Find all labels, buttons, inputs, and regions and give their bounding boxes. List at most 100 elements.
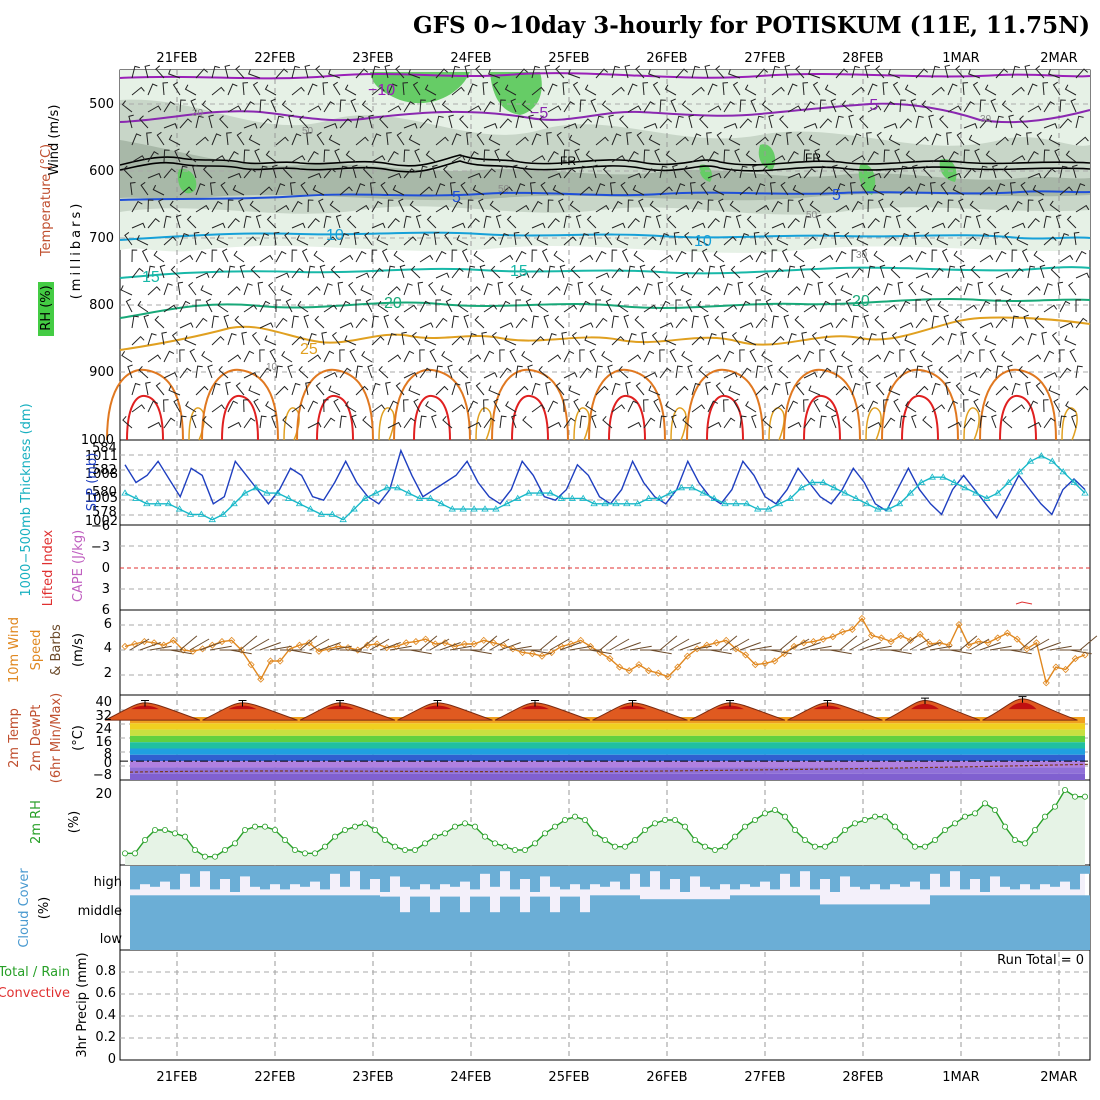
wind-barb bbox=[1021, 248, 1029, 263]
wind10-point bbox=[683, 652, 691, 660]
wind-barb bbox=[737, 281, 744, 296]
wind10-point bbox=[189, 647, 197, 655]
wind-barb bbox=[435, 385, 449, 396]
cloud-bar-middle bbox=[570, 896, 580, 920]
wind-barb bbox=[545, 381, 551, 396]
wind-barb bbox=[1059, 254, 1074, 263]
wind-barb-10m bbox=[789, 638, 810, 651]
ytick-1000: 1000 bbox=[81, 433, 114, 448]
wind-barb bbox=[1011, 315, 1019, 329]
wind-barb bbox=[648, 134, 661, 146]
wind-barb-10m bbox=[569, 645, 592, 651]
wind-barb bbox=[355, 385, 369, 396]
wind-barb bbox=[784, 64, 791, 79]
wind-barb bbox=[723, 101, 735, 113]
rh2m-point bbox=[421, 840, 428, 847]
cloud-bar-low bbox=[290, 920, 300, 950]
wind-barb bbox=[723, 399, 729, 413]
cloud-bar-middle bbox=[290, 895, 300, 920]
cloud-bar-high bbox=[1030, 866, 1040, 890]
cloud-bar-middle bbox=[180, 895, 190, 920]
wind-barb-10m bbox=[599, 635, 618, 651]
wind-barb bbox=[830, 98, 837, 113]
label-15-b: 15 bbox=[510, 263, 528, 280]
wind10-point bbox=[169, 636, 178, 644]
wind10-point bbox=[761, 659, 769, 667]
wind-barb bbox=[371, 86, 385, 96]
wind-barb bbox=[643, 149, 650, 163]
cloud-bar-middle bbox=[380, 896, 390, 920]
wind-barb bbox=[189, 348, 197, 363]
wind-barb bbox=[652, 81, 661, 96]
wind-barb bbox=[488, 385, 501, 396]
wind-barb bbox=[771, 315, 779, 329]
wind-barb bbox=[227, 199, 234, 213]
wind-barb bbox=[947, 332, 957, 346]
wind-barb bbox=[220, 181, 229, 196]
wind-barb bbox=[403, 168, 416, 179]
wind-barb bbox=[285, 298, 293, 313]
wind10-point bbox=[819, 635, 827, 643]
wind-barb bbox=[728, 385, 741, 396]
wind-barb bbox=[323, 304, 338, 313]
cloud-bar-low bbox=[920, 920, 930, 950]
cloud-bar-low bbox=[350, 920, 360, 950]
wind-barb-10m bbox=[769, 649, 792, 655]
wind-barb bbox=[817, 281, 824, 296]
wind-barb bbox=[525, 298, 533, 313]
wind-barb-10m bbox=[249, 638, 270, 651]
wind-barb bbox=[419, 300, 431, 313]
wind-barb bbox=[832, 164, 838, 179]
wind-barb bbox=[387, 354, 402, 363]
cloud-bar-low bbox=[300, 920, 310, 950]
wind-barb bbox=[547, 83, 558, 96]
thickness-point bbox=[121, 489, 129, 496]
wind-barb bbox=[1009, 182, 1016, 196]
contour-25-low bbox=[283, 407, 300, 441]
cloud-bar-low bbox=[970, 920, 980, 950]
wind-barb bbox=[323, 283, 333, 296]
wind-barb bbox=[927, 364, 933, 379]
wind-barb bbox=[835, 250, 847, 263]
wind-barb bbox=[362, 415, 373, 429]
wind-barb bbox=[136, 234, 149, 246]
wind-barb bbox=[979, 367, 992, 379]
wind-barb bbox=[716, 131, 725, 146]
rh2m-point bbox=[812, 843, 819, 850]
temp-ytick-8: 8 bbox=[104, 747, 112, 762]
rh2m-point bbox=[1042, 813, 1049, 820]
wind-barb bbox=[643, 350, 655, 363]
wind-barb bbox=[259, 367, 272, 379]
wind-barb bbox=[979, 118, 993, 129]
wind10-series bbox=[121, 614, 1089, 687]
cloud-bar-high bbox=[830, 866, 840, 892]
ylabel-rh2m-units: (%) bbox=[67, 811, 82, 834]
rh2m-point bbox=[952, 820, 959, 827]
cloud-bar-high bbox=[480, 866, 490, 874]
wind-barb bbox=[345, 150, 357, 163]
wind-barb bbox=[940, 181, 949, 196]
wind-barb bbox=[461, 248, 469, 263]
wind-barb bbox=[499, 367, 512, 379]
wind-barb bbox=[445, 298, 453, 313]
wind-barb bbox=[700, 181, 709, 196]
wind-barb bbox=[531, 155, 546, 163]
wind-barb bbox=[451, 335, 465, 346]
wind-barb bbox=[601, 100, 613, 113]
wind-barb bbox=[1043, 350, 1055, 363]
temp-band bbox=[130, 735, 1085, 743]
wind-barb bbox=[723, 215, 732, 229]
wind-barb bbox=[509, 348, 517, 363]
wind-barb bbox=[227, 421, 242, 429]
temp-peak bbox=[1008, 702, 1037, 710]
wind-barb bbox=[573, 398, 581, 413]
temp-peak bbox=[131, 705, 159, 710]
wind-barb bbox=[621, 248, 629, 263]
rh2m-point bbox=[942, 827, 949, 834]
rh2m-point bbox=[151, 827, 158, 834]
wind-barb bbox=[345, 401, 357, 413]
wind-barb bbox=[426, 215, 437, 229]
wind-barb bbox=[944, 64, 951, 79]
wind-barb bbox=[659, 118, 673, 129]
wind-barb bbox=[1059, 99, 1066, 113]
